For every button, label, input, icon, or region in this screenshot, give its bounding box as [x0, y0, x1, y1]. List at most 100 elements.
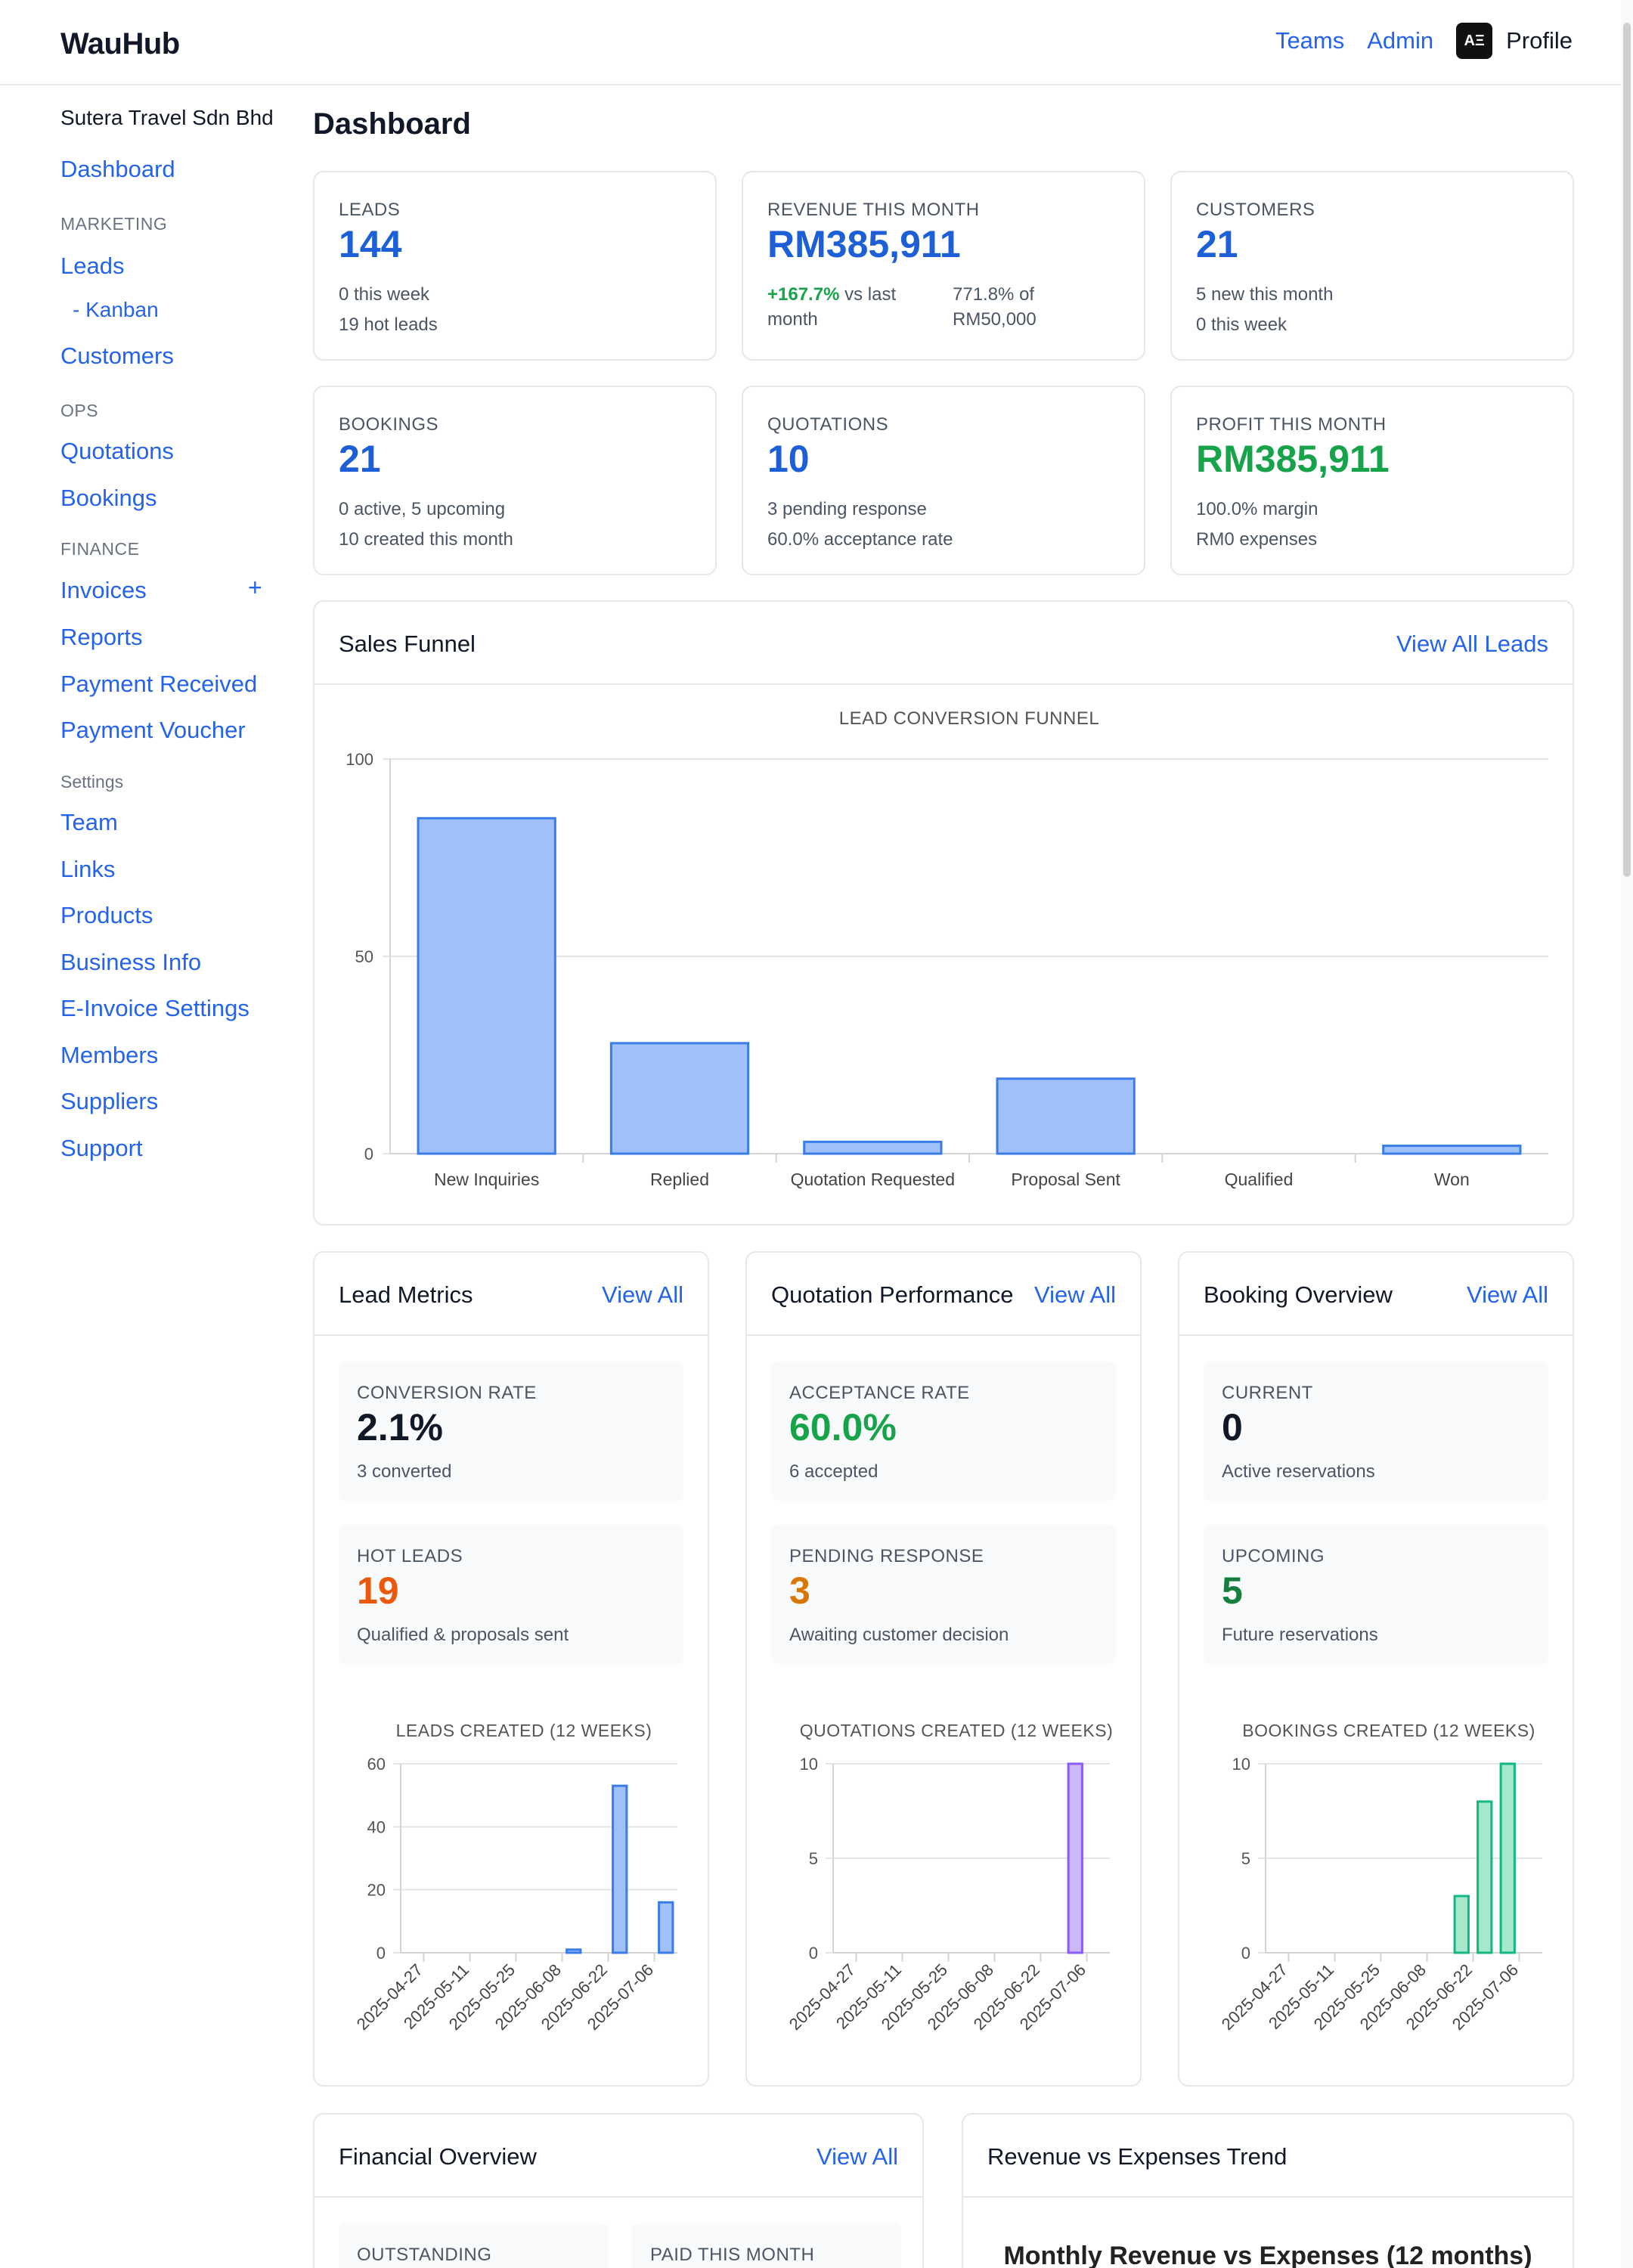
funnel-chart: LEAD CONVERSION FUNNEL 0 50 100 New Inquirie… — [346, 708, 1548, 1189]
upcoming-bookings-box: UPCOMING 5 Future reservations — [1204, 1525, 1548, 1664]
weekly-bar — [1067, 1762, 1083, 1954]
metric-value: 2.1% — [357, 1406, 443, 1448]
metric-label: PENDING RESPONSE — [789, 1546, 984, 1566]
view-all-leads-link[interactable]: View All Leads — [1396, 631, 1548, 657]
weekly-bar — [1453, 1895, 1470, 1954]
stat-sub: RM0 expenses — [1196, 529, 1318, 550]
revenue-stat-card[interactable]: REVENUE THIS MONTH RM385,911 +167.7% vs … — [742, 171, 1145, 361]
sidebar-item-invoices[interactable]: Invoices — [60, 577, 147, 603]
quotations-stat-card[interactable]: QUOTATIONS 10 3 pending response 60.0% a… — [742, 386, 1145, 575]
funnel-bar — [609, 1042, 750, 1155]
weekly-bar — [658, 1901, 674, 1954]
sidebar-section-finance: FINANCE — [60, 539, 140, 559]
pending-response-box: PENDING RESPONSE 3 Awaiting customer dec… — [771, 1525, 1116, 1664]
y-tick-label: 50 — [355, 947, 373, 966]
sidebar-item-bookings[interactable]: Bookings — [60, 485, 157, 511]
sidebar-section-marketing: MARKETING — [60, 214, 168, 234]
booking-view-all-link[interactable]: View All — [1467, 1281, 1548, 1308]
sidebar-item-members[interactable]: Members — [60, 1042, 159, 1068]
panel-title: Quotation Performance — [771, 1281, 1014, 1308]
nav-admin-link[interactable]: Admin — [1367, 27, 1434, 54]
panel-title: Booking Overview — [1204, 1281, 1393, 1308]
stat-sub: 5 new this month — [1196, 284, 1334, 305]
y-tick-label: 10 — [800, 1755, 818, 1774]
metric-label: PAID THIS MONTH — [650, 2245, 815, 2265]
scrollbar-thumb[interactable] — [1623, 23, 1631, 877]
sidebar-item-leads[interactable]: Leads — [60, 253, 125, 279]
outstanding-box: OUTSTANDING — [339, 2223, 608, 2268]
x-tick-label: Qualified — [1225, 1170, 1294, 1189]
metric-sub: Future reservations — [1222, 1625, 1378, 1645]
paid-this-month-box: PAID THIS MONTH — [632, 2223, 901, 2268]
sidebar-item-payment-received[interactable]: Payment Received — [60, 671, 258, 697]
x-tick-label: Proposal Sent — [1011, 1170, 1120, 1189]
y-tick-label: 20 — [367, 1881, 386, 1900]
quotation-view-all-link[interactable]: View All — [1034, 1281, 1116, 1308]
sidebar-item-customers[interactable]: Customers — [60, 342, 174, 369]
metric-label: CURRENT — [1222, 1383, 1313, 1403]
profit-stat-card[interactable]: PROFIT THIS MONTH RM385,911 100.0% margi… — [1170, 386, 1574, 575]
stat-value: 21 — [1196, 223, 1238, 265]
trend-chart-title: Monthly Revenue vs Expenses (12 months) — [1003, 2242, 1532, 2268]
leads-stat-card[interactable]: LEADS 144 0 this week 19 hot leads — [313, 171, 717, 361]
bookings-stat-card[interactable]: BOOKINGS 21 0 active, 5 upcoming 10 crea… — [313, 386, 717, 575]
sidebar-item-support[interactable]: Support — [60, 1135, 143, 1161]
metric-sub: 6 accepted — [789, 1461, 878, 1482]
y-tick-label: 60 — [367, 1755, 386, 1774]
panel-header: Financial Overview View All — [315, 2115, 922, 2198]
bookings-created-chart: BOOKINGS CREATED (12 WEEKS)05102025-04-2… — [1218, 1721, 1542, 2034]
chart-title: LEAD CONVERSION FUNNEL — [839, 708, 1099, 729]
stat-sub: 60.0% acceptance rate — [767, 529, 953, 550]
stat-label: QUOTATIONS — [767, 414, 889, 435]
hot-leads-box: HOT LEADS 19 Qualified & proposals sent — [339, 1525, 683, 1664]
sidebar-item-quotations[interactable]: Quotations — [60, 438, 174, 464]
y-tick-label: 10 — [1232, 1755, 1250, 1774]
stat-value: RM385,911 — [767, 223, 961, 265]
metric-value: 19 — [357, 1569, 399, 1612]
scrollbar-track[interactable] — [1621, 0, 1633, 2268]
metric-sub: Awaiting customer decision — [789, 1625, 1009, 1645]
financial-view-all-link[interactable]: View All — [816, 2143, 898, 2170]
funnel-bar — [1382, 1145, 1522, 1155]
customers-stat-card[interactable]: CUSTOMERS 21 5 new this month 0 this wee… — [1170, 171, 1574, 361]
sidebar-item-dashboard[interactable]: Dashboard — [60, 156, 175, 182]
add-invoice-icon[interactable]: + — [248, 574, 262, 601]
sidebar-item-links[interactable]: Links — [60, 856, 116, 882]
top-navbar: WauHub Teams Admin AΞ Profile — [0, 0, 1633, 85]
stat-sub: 0 this week — [339, 284, 430, 305]
panel-title: Financial Overview — [339, 2143, 537, 2170]
y-tick-label: 0 — [376, 1944, 386, 1963]
stat-label: PROFIT THIS MONTH — [1196, 414, 1387, 435]
sidebar-item-einvoice-settings[interactable]: E-Invoice Settings — [60, 995, 249, 1021]
y-tick-label: 40 — [367, 1817, 386, 1836]
sidebar-item-payment-voucher[interactable]: Payment Voucher — [60, 717, 246, 743]
target-line-2: RM50,000 — [953, 309, 1037, 330]
sidebar-item-reports[interactable]: Reports — [60, 624, 143, 650]
y-tick-label: 5 — [809, 1849, 818, 1868]
lead-metrics-panel: Lead Metrics View All CONVERSION RATE 2.… — [313, 1251, 709, 2087]
panel-header: Lead Metrics View All — [315, 1253, 708, 1336]
page-title: Dashboard — [313, 107, 471, 141]
quotation-performance-panel: Quotation Performance View All ACCEPTANC… — [745, 1251, 1142, 2087]
weekly-bar — [566, 1948, 582, 1954]
x-tick-label: Quotation Requested — [791, 1170, 955, 1189]
sidebar-section-ops: OPS — [60, 401, 99, 420]
y-tick-label: 0 — [809, 1944, 818, 1963]
revenue-change: +167.7% vs last — [767, 284, 896, 305]
profile-menu[interactable]: AΞ Profile — [1456, 23, 1573, 59]
sidebar-item-business-info[interactable]: Business Info — [60, 949, 202, 975]
lead-metrics-view-all-link[interactable]: View All — [602, 1281, 683, 1308]
profile-label: Profile — [1506, 27, 1573, 54]
metric-value: 3 — [789, 1569, 810, 1612]
brand-logo[interactable]: WauHub — [60, 27, 180, 60]
financial-overview-panel: Financial Overview View All OUTSTANDING … — [313, 2113, 924, 2268]
stat-value: 10 — [767, 438, 810, 480]
sidebar-item-products[interactable]: Products — [60, 902, 153, 928]
x-tick-label: New Inquiries — [434, 1170, 539, 1189]
sidebar-item-kanban[interactable]: - Kanban — [73, 298, 159, 321]
stat-sub: 3 pending response — [767, 499, 927, 519]
sidebar-item-suppliers[interactable]: Suppliers — [60, 1088, 159, 1114]
nav-teams-link[interactable]: Teams — [1275, 27, 1345, 54]
sidebar-item-team[interactable]: Team — [60, 809, 118, 835]
metric-label: HOT LEADS — [357, 1546, 463, 1566]
